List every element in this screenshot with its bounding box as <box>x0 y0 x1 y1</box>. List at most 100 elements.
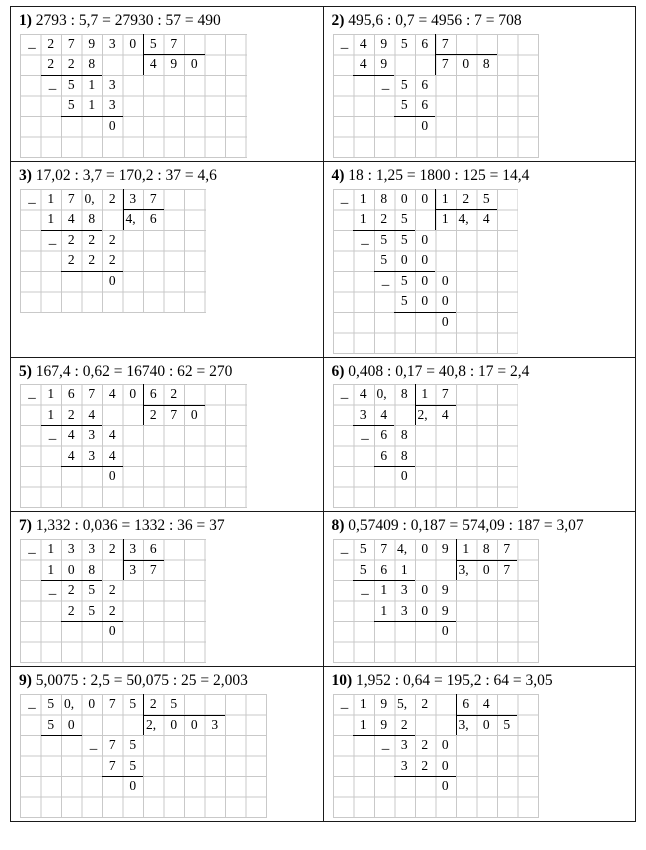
dividend-digit: 4 <box>359 35 367 51</box>
problem-statement: 9) 5,0075 : 2,5 = 50,075 : 25 = 2,003 <box>11 667 323 692</box>
quotient-digit: 7 <box>503 561 511 577</box>
problem-cell-4: 4) 18 : 1,25 = 1800 : 125 = 14,4 1 8 0 0 1 2 5 1… <box>322 160 636 358</box>
subtraction-rule <box>40 425 102 427</box>
divisor-separator-rule <box>435 188 436 230</box>
problem-statement: 2) 495,6 : 0,7 = 4956 : 7 = 708 <box>324 7 636 32</box>
work-digit: 2 <box>108 231 116 247</box>
work-digit: 5 <box>400 293 408 309</box>
work-digit: 6 <box>380 427 388 443</box>
problem-number: 7) <box>19 517 32 535</box>
quotient-digit: 4 <box>441 406 449 422</box>
work-digit: 5 <box>88 582 96 598</box>
problem-cell-8: 8) 0,57409 : 0,187 = 574,09 : 187 = 3,07… <box>322 511 636 668</box>
divisor-digit: 5 <box>170 696 178 712</box>
divisor-digit: 1 <box>441 190 449 206</box>
subtraction-rule <box>143 714 225 716</box>
work-digit: 3 <box>400 602 408 618</box>
work-digit: 2 <box>47 56 55 72</box>
subtraction-rule <box>40 735 82 737</box>
work-digit: 5 <box>47 716 55 732</box>
dividend-digit: 1 <box>47 386 55 402</box>
dividend-digit: 8 <box>400 386 408 402</box>
problem-number: 5) <box>19 362 32 380</box>
problem-expression: 1,332 : 0,036 = 1332 : 36 = 37 <box>35 517 225 535</box>
work-digit: 0 <box>441 757 449 773</box>
divisor-digit: 4 <box>482 696 490 712</box>
work-digit: 0 <box>108 272 116 288</box>
work-digit: 1 <box>88 76 96 92</box>
work-digit: 5 <box>359 561 367 577</box>
dividend-digit: 5 <box>359 541 367 557</box>
long-division-work: 4 9 5 6 7 7 0 8 4 9 5 6 5 6 0– – <box>324 32 636 161</box>
problems-table: 1) 2793 : 5,7 = 27930 : 57 = 490 2 7 9 3 0 5 7 4… <box>10 6 636 823</box>
subtraction-rule <box>122 209 164 211</box>
problem-cell-9: 9) 5,0075 : 2,5 = 50,075 : 25 = 2,003 5 0,… <box>10 666 324 823</box>
quotient-digit: 0 <box>190 716 198 732</box>
dividend-digit: 4, <box>397 541 408 557</box>
work-digit: 5 <box>67 76 75 92</box>
problem-cell-3: 3) 17,02 : 3,7 = 170,2 : 37 = 4,6 1 7 0, 2 3 7… <box>10 160 324 358</box>
dividend-digit: 2 <box>47 35 55 51</box>
problem-cell-6: 6) 0,408 : 0,17 = 40,8 : 17 = 2,4 4 0, 8 1 7 2… <box>322 356 636 513</box>
work-digit: 7 <box>108 757 116 773</box>
long-division-work: 5 7 4, 0 9 1 8 7 3, 0 7 5 6 1 1 3 0 9 1 3 0 9 0– – <box>324 537 636 666</box>
work-digit: 2 <box>380 211 388 227</box>
dividend-digit: 0 <box>421 190 429 206</box>
minus-sign-icon: – <box>381 741 390 758</box>
work-digit: 1 <box>359 211 367 227</box>
dividend-digit: 8 <box>380 190 388 206</box>
work-digit: 3 <box>400 757 408 773</box>
work-digit: 5 <box>400 231 408 247</box>
work-digit: 2 <box>400 716 408 732</box>
work-digit: 2 <box>88 252 96 268</box>
divisor-digit: 7 <box>441 386 449 402</box>
minus-sign-icon: – <box>28 39 36 56</box>
quotient-digit: 2, <box>146 716 157 732</box>
work-digit: 1 <box>380 582 388 598</box>
quotient-digit: 9 <box>170 56 178 72</box>
dividend-digit: 2 <box>108 541 116 557</box>
work-digit: 3 <box>88 427 96 443</box>
work-digit: 0 <box>421 252 429 268</box>
work-digit: 5 <box>380 252 388 268</box>
problem-statement: 3) 17,02 : 3,7 = 170,2 : 37 = 4,6 <box>11 162 323 187</box>
divisor-digit: 2 <box>170 386 178 402</box>
worksheet-page: 1) 2793 : 5,7 = 27930 : 57 = 490 2 7 9 3 0 5 7 4… <box>0 6 646 850</box>
dividend-digit: 7 <box>108 696 116 712</box>
work-digit: 0 <box>421 293 429 309</box>
divisor-digit: 1 <box>421 386 429 402</box>
work-digit: 6 <box>380 561 388 577</box>
work-digit: 0 <box>129 778 137 794</box>
work-digit: 9 <box>441 602 449 618</box>
subtraction-rule <box>394 115 435 117</box>
work-digit: 9 <box>441 582 449 598</box>
dividend-digit: 7 <box>380 541 388 557</box>
dividend-digit: 6 <box>67 386 75 402</box>
table-row: 3) 17,02 : 3,7 = 170,2 : 37 = 4,6 1 7 0, 2 3 7… <box>10 160 636 358</box>
quotient-digit: 0 <box>482 561 490 577</box>
minus-sign-icon: – <box>340 194 349 211</box>
quotient-digit: 2 <box>149 406 157 422</box>
work-digit: 1 <box>47 406 55 422</box>
divisor-separator-rule <box>143 384 144 426</box>
work-digit: 2 <box>67 406 75 422</box>
work-digit: 8 <box>88 561 96 577</box>
problem-statement: 4) 18 : 1,25 = 1800 : 125 = 14,4 <box>324 162 636 187</box>
long-division-work: 1 9 5, 2 6 4 3, 0 5 1 9 2 3 2 0 3 2 0 0– – <box>324 692 636 821</box>
dividend-digit: 5 <box>400 35 408 51</box>
work-digit: 8 <box>88 211 96 227</box>
quotient-digit: 5 <box>503 716 511 732</box>
subtraction-rule <box>40 229 102 231</box>
problem-expression: 2793 : 5,7 = 27930 : 57 = 490 <box>35 12 221 29</box>
subtraction-rule <box>61 115 123 117</box>
minus-sign-icon: – <box>361 431 369 448</box>
divisor-digit: 8 <box>482 541 490 557</box>
graph-paper-background <box>20 539 206 664</box>
work-digit: 2 <box>67 602 75 618</box>
long-division-work: 2 7 9 3 0 5 7 4 9 0 2 2 8 5 1 3 5 1 3 0– – <box>11 32 323 161</box>
work-digit: 0 <box>67 716 75 732</box>
dividend-digit: 6 <box>421 35 429 51</box>
subtraction-rule <box>435 54 497 56</box>
dividend-digit: 7 <box>67 35 75 51</box>
subtraction-rule <box>373 621 456 623</box>
